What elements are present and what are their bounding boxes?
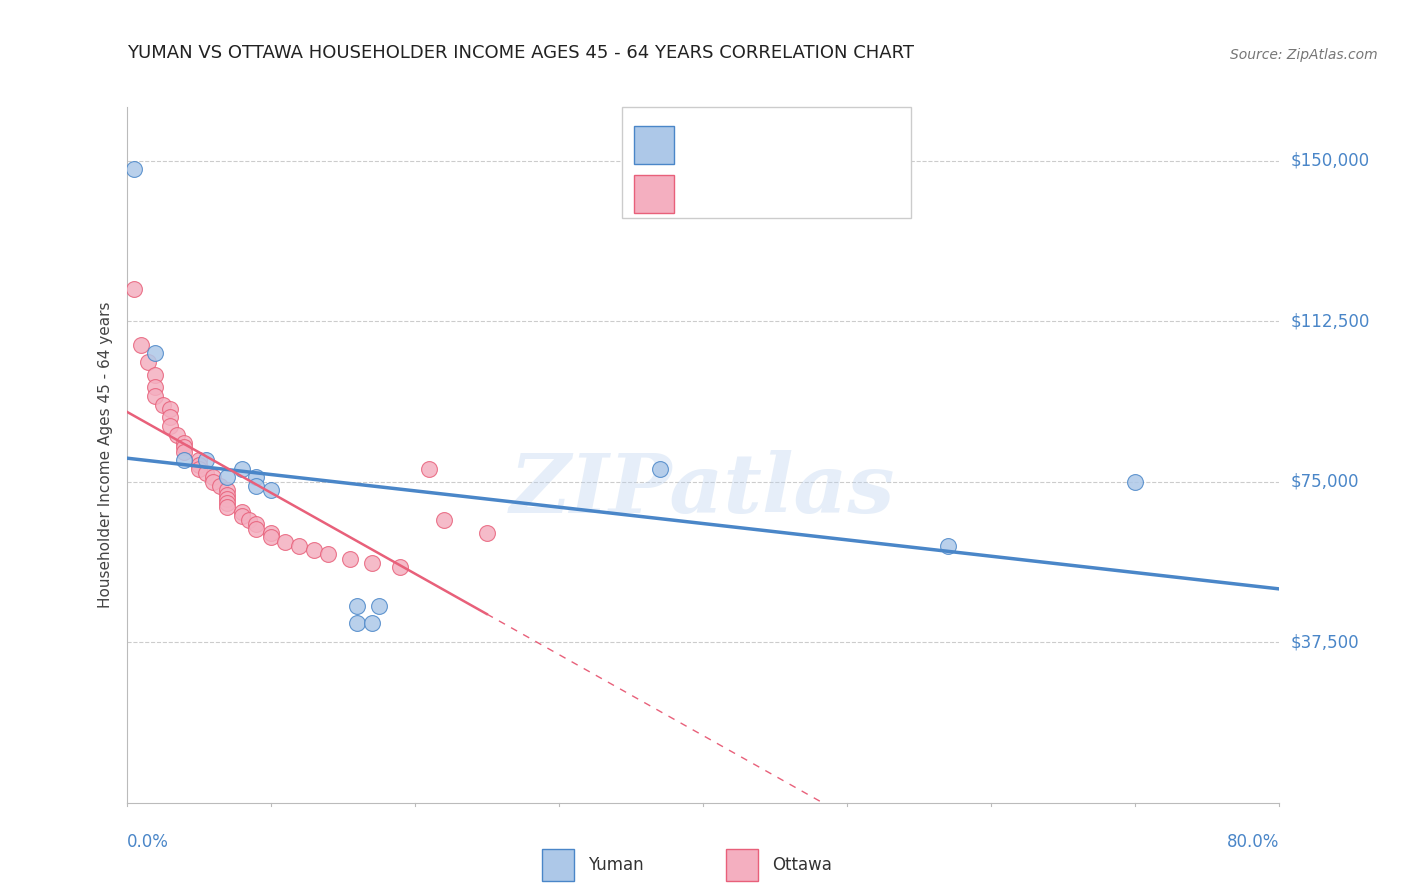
Point [245, 517, 267, 532]
Point [274, 534, 297, 549]
FancyBboxPatch shape [634, 175, 675, 213]
FancyBboxPatch shape [725, 849, 758, 880]
Point [217, 487, 239, 501]
Point [288, 539, 311, 553]
FancyBboxPatch shape [623, 107, 911, 219]
Point [475, 526, 498, 541]
Point [145, 346, 166, 360]
Text: $37,500: $37,500 [1291, 633, 1360, 651]
Text: $150,000: $150,000 [1291, 152, 1369, 169]
Point [166, 427, 188, 442]
Point [122, 162, 145, 177]
Point [145, 380, 166, 394]
Point [202, 475, 225, 489]
Point [209, 479, 232, 493]
Point [433, 513, 456, 527]
Point [418, 462, 440, 476]
Point [159, 401, 181, 416]
Y-axis label: Householder Income Ages 45 - 64 years: Householder Income Ages 45 - 64 years [97, 301, 112, 608]
Point [217, 483, 239, 498]
Point [194, 453, 217, 467]
Point [217, 496, 239, 510]
Point [302, 543, 325, 558]
Text: N = 16: N = 16 [796, 136, 853, 154]
Point [238, 513, 260, 527]
Point [231, 462, 253, 476]
Text: 80.0%: 80.0% [1227, 833, 1279, 851]
Point [318, 548, 340, 562]
FancyBboxPatch shape [634, 126, 675, 164]
Point [936, 539, 959, 553]
Point [245, 522, 267, 536]
Text: Source: ZipAtlas.com: Source: ZipAtlas.com [1230, 48, 1378, 62]
Point [360, 556, 382, 570]
Point [173, 436, 195, 450]
Point [231, 508, 253, 523]
Point [145, 389, 166, 403]
Point [159, 410, 181, 425]
Point [245, 470, 267, 484]
Point [194, 466, 217, 480]
FancyBboxPatch shape [541, 849, 574, 880]
Point [217, 500, 239, 515]
Text: R = -0.253: R = -0.253 [692, 185, 780, 203]
Point [367, 599, 389, 613]
Point [217, 470, 239, 484]
Point [339, 551, 361, 566]
Point [122, 282, 145, 296]
Point [245, 479, 267, 493]
Point [173, 441, 195, 455]
Point [231, 505, 253, 519]
Point [202, 470, 225, 484]
Text: $112,500: $112,500 [1291, 312, 1369, 330]
Text: 0.0%: 0.0% [127, 833, 169, 851]
Point [173, 453, 195, 467]
Point [259, 526, 281, 541]
Point [152, 398, 174, 412]
Point [129, 337, 152, 351]
Text: ZIPatlas: ZIPatlas [510, 450, 896, 530]
Point [187, 462, 209, 476]
Point [1123, 475, 1146, 489]
Point [648, 462, 671, 476]
Point [259, 483, 281, 498]
Text: YUMAN VS OTTAWA HOUSEHOLDER INCOME AGES 45 - 64 YEARS CORRELATION CHART: YUMAN VS OTTAWA HOUSEHOLDER INCOME AGES … [127, 45, 914, 62]
Text: Ottawa: Ottawa [772, 856, 832, 874]
Text: N = 43: N = 43 [796, 185, 853, 203]
Point [360, 615, 382, 630]
Point [187, 453, 209, 467]
Point [217, 491, 239, 506]
Point [346, 599, 368, 613]
Point [145, 368, 166, 382]
Text: $75,000: $75,000 [1291, 473, 1360, 491]
Point [187, 458, 209, 472]
Point [389, 560, 412, 574]
Point [259, 530, 281, 544]
Point [136, 355, 159, 369]
Text: Yuman: Yuman [588, 856, 644, 874]
Text: R = -0.150: R = -0.150 [692, 136, 780, 154]
Point [346, 615, 368, 630]
Point [159, 419, 181, 434]
Point [173, 444, 195, 458]
